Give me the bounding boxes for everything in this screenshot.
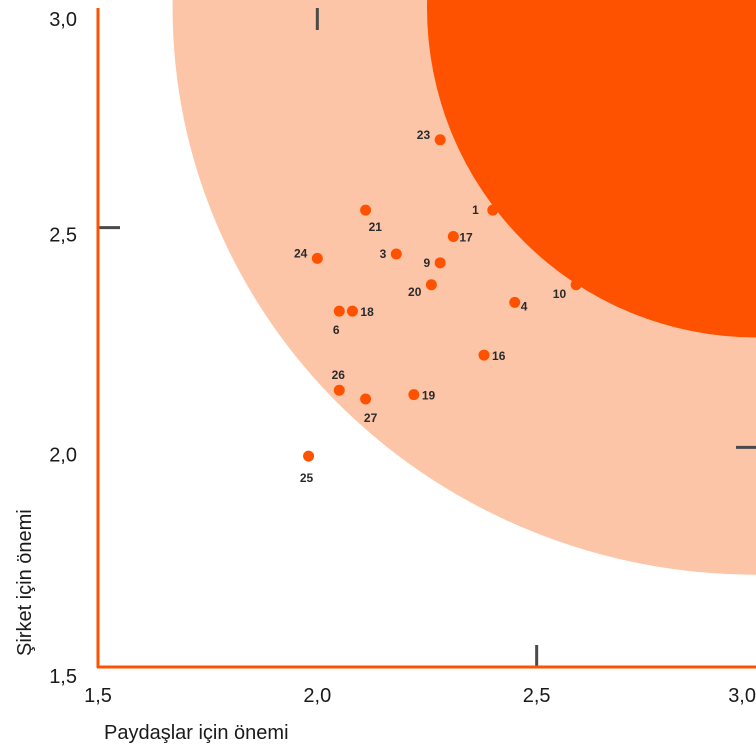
data-point-10 xyxy=(570,279,582,291)
x-axis-title: Paydaşlar için önemi xyxy=(104,722,289,744)
data-point-3 xyxy=(390,248,402,260)
y-tick-labels: 1,5 2,0 2,5 3,0 xyxy=(49,9,77,688)
point-label-24: 24 xyxy=(294,246,308,260)
point-label-10: 10 xyxy=(553,287,567,301)
y-tick-label: 2,0 xyxy=(49,444,77,466)
data-point-1 xyxy=(487,204,499,216)
data-point-25 xyxy=(303,450,315,462)
data-point-19 xyxy=(408,389,420,401)
point-label-20: 20 xyxy=(408,285,422,299)
point-label-25: 25 xyxy=(300,471,314,485)
x-tick-label: 2,0 xyxy=(303,685,331,707)
data-point-18 xyxy=(346,305,358,317)
data-point-16 xyxy=(478,349,490,361)
y-axis-title: Şirket için önemi xyxy=(14,509,36,656)
point-label-18: 18 xyxy=(360,305,374,319)
point-label-27: 27 xyxy=(364,411,378,425)
point-label-4: 4 xyxy=(521,299,528,313)
y-tick-label: 2,5 xyxy=(49,225,77,247)
data-point-23 xyxy=(434,134,446,146)
data-point-26 xyxy=(333,384,345,396)
point-label-17: 17 xyxy=(459,230,473,244)
importance-bands xyxy=(172,0,756,575)
y-tick-label: 3,0 xyxy=(49,9,77,31)
data-point-27 xyxy=(360,393,372,405)
data-point-9 xyxy=(434,257,446,269)
band-inner xyxy=(427,0,756,338)
axes xyxy=(96,8,756,669)
data-point-6 xyxy=(333,305,345,317)
x-tick-label: 3,0 xyxy=(728,685,756,707)
point-label-6: 6 xyxy=(333,323,340,337)
point-label-23: 23 xyxy=(417,128,431,142)
data-points: 1 3 4 6 9 10 16 17 18 19 20 21 23 24 25 26 27 xyxy=(294,128,582,485)
point-label-16: 16 xyxy=(492,349,506,363)
data-point-24 xyxy=(311,252,323,264)
data-point-4 xyxy=(509,296,521,308)
point-label-9: 9 xyxy=(423,256,430,270)
y-tick-label: 1,5 xyxy=(49,666,77,688)
data-point-21 xyxy=(360,204,372,216)
x-tick-label: 1,5 xyxy=(84,685,112,707)
x-tick-labels: 1,5 2,0 2,5 3,0 xyxy=(84,685,756,707)
point-label-21: 21 xyxy=(369,220,383,234)
data-point-20 xyxy=(425,279,437,291)
point-label-3: 3 xyxy=(380,247,387,261)
point-label-26: 26 xyxy=(332,368,346,382)
x-tick-label: 2,5 xyxy=(523,685,551,707)
inner-tick-marks xyxy=(98,8,756,667)
point-label-1: 1 xyxy=(472,203,479,217)
point-label-19: 19 xyxy=(422,389,436,403)
data-point-17 xyxy=(447,230,459,242)
